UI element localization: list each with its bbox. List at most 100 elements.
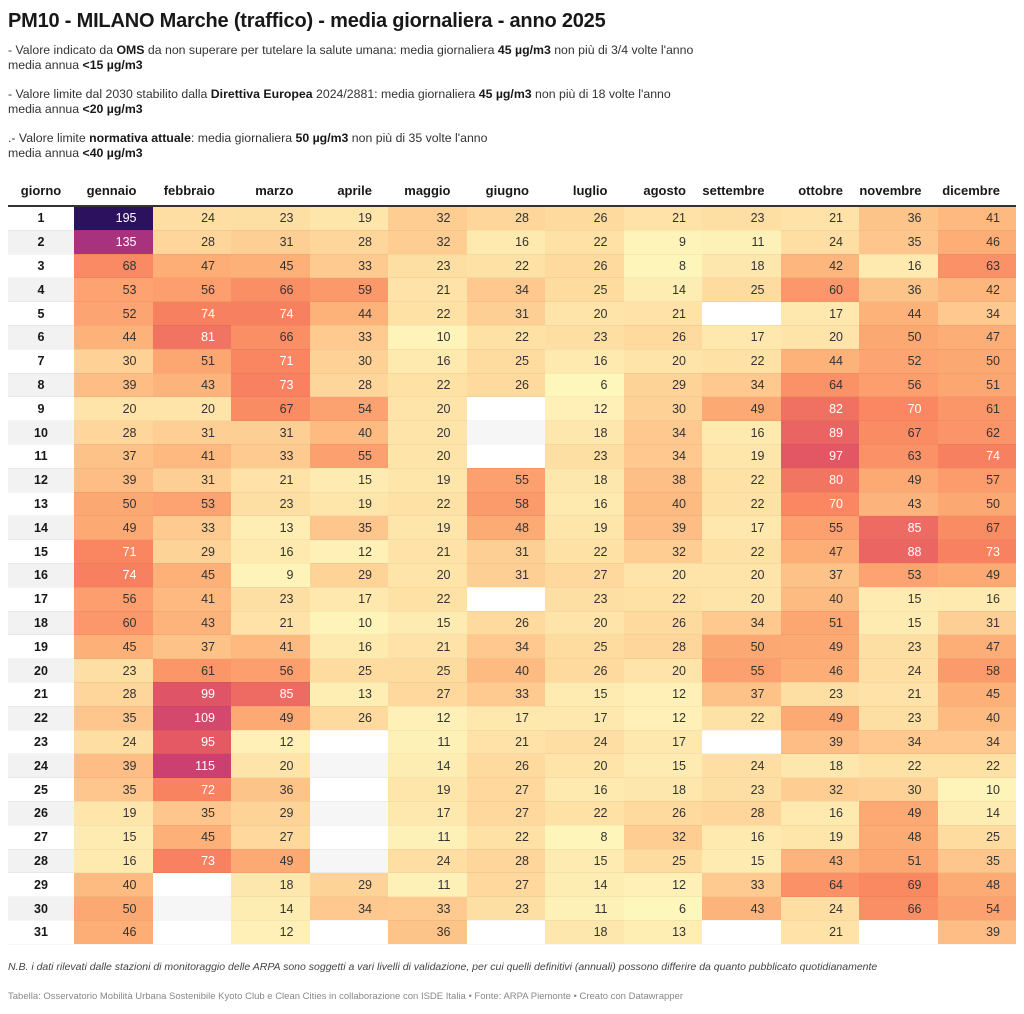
heatmap-cell: 33 [466, 682, 545, 707]
day-label: 11 [8, 444, 74, 469]
heatmap-cell: 12 [231, 920, 310, 945]
heatmap-cell: 20 [623, 349, 702, 374]
heatmap-cell: 21 [780, 206, 859, 231]
heatmap-cell [309, 777, 388, 802]
heatmap-cell: 12 [623, 706, 702, 731]
heatmap-cell: 46 [74, 920, 153, 945]
column-header-giorno[interactable]: giorno [8, 175, 74, 207]
heatmap-cell: 35 [937, 849, 1016, 874]
heatmap-cell: 49 [74, 515, 153, 541]
heatmap-cell [309, 801, 388, 826]
heatmap-cell: 47 [780, 539, 859, 564]
heatmap-cell: 22 [388, 373, 467, 398]
table-row: 9 20 20 67 54 20 12 30 49 82 70 61 [8, 396, 1016, 422]
table-row: 5 52 74 74 44 22 31 20 21 17 44 34 [8, 301, 1016, 326]
heatmap-cell: 20 [388, 563, 467, 588]
heatmap-cell: 40 [623, 492, 702, 517]
column-header-novembre[interactable]: novembre [859, 175, 938, 207]
heatmap-cell: 50 [702, 634, 781, 660]
column-header-maggio[interactable]: maggio [388, 175, 467, 207]
column-header-dicembre[interactable]: dicembre [937, 175, 1016, 207]
heatmap-cell: 43 [152, 373, 231, 398]
highlight-text: Direttiva Europea [210, 87, 313, 101]
heatmap-cell: 62 [937, 420, 1016, 445]
heatmap-cell: 15 [623, 753, 702, 779]
heatmap-cell: 14 [231, 896, 310, 921]
heatmap-cell: 63 [859, 444, 938, 469]
heatmap-cell: 16 [780, 801, 859, 826]
heatmap-cell: 42 [937, 277, 1016, 303]
heatmap-cell: 51 [859, 849, 938, 874]
heatmap-cell [466, 444, 545, 469]
heatmap-cell: 24 [388, 849, 467, 874]
day-label: 30 [8, 896, 74, 921]
heatmap-cell: 26 [623, 801, 702, 826]
heatmap-cell: 39 [623, 515, 702, 541]
heatmap-cell: 34 [623, 420, 702, 445]
column-header-febbraio[interactable]: febbraio [152, 175, 231, 207]
heatmap-cell: 13 [309, 682, 388, 707]
heatmap-cell: 34 [859, 730, 938, 755]
column-header-aprile[interactable]: aprile [309, 175, 388, 207]
heatmap-cell: 16 [702, 420, 781, 445]
table-row: 10 28 31 31 40 20 18 34 16 89 67 62 [8, 420, 1016, 445]
heatmap-cell: 47 [937, 634, 1016, 660]
table-row: 8 39 43 73 28 22 26 6 29 34 64 56 51 [8, 373, 1016, 398]
heatmap-cell [859, 920, 938, 945]
heatmap-cell [309, 753, 388, 779]
column-header-marzo[interactable]: marzo [231, 175, 310, 207]
heatmap-cell: 22 [702, 706, 781, 731]
table-body: 1 195 24 23 19 32 28 26 21 23 21 36 41 2 135 28 31 28 32 16… [8, 206, 1016, 945]
heatmap-cell: 21 [388, 539, 467, 564]
heatmap-cell [152, 896, 231, 921]
heatmap-cell: 21 [231, 611, 310, 636]
heatmap-cell: 16 [545, 492, 624, 517]
heatmap-cell: 25 [623, 849, 702, 874]
heatmap-cell: 52 [859, 349, 938, 374]
heatmap-cell: 63 [937, 254, 1016, 279]
heatmap-cell: 23 [231, 206, 310, 231]
heatmap-cell: 60 [780, 277, 859, 303]
heatmap-cell: 23 [466, 896, 545, 921]
heatmap-cell: 10 [309, 611, 388, 636]
heatmap-cell: 32 [780, 777, 859, 802]
column-header-luglio[interactable]: luglio [545, 175, 624, 207]
column-header-settembre[interactable]: settembre [702, 175, 781, 207]
heatmap-cell: 57 [937, 468, 1016, 493]
heatmap-cell: 22 [702, 349, 781, 374]
heatmap-cell: 26 [309, 706, 388, 731]
column-header-agosto[interactable]: agosto [623, 175, 702, 207]
heatmap-cell: 52 [74, 301, 153, 326]
heatmap-cell: 22 [702, 468, 781, 493]
column-header-giugno[interactable]: giugno [466, 175, 545, 207]
heatmap-cell: 23 [388, 254, 467, 279]
heatmap-cell: 51 [152, 349, 231, 374]
heatmap-cell: 23 [702, 777, 781, 802]
column-header-gennaio[interactable]: gennaio [74, 175, 153, 207]
heatmap-cell: 15 [859, 587, 938, 612]
heatmap-cell: 22 [545, 539, 624, 564]
description-text: non più di 3/4 volte l'anno [550, 43, 694, 57]
heatmap-cell: 16 [309, 634, 388, 660]
heatmap-cell: 56 [859, 373, 938, 398]
day-label: 14 [8, 515, 74, 541]
heatmap-cell: 48 [937, 872, 1016, 898]
heatmap-cell: 56 [231, 658, 310, 683]
heatmap-cell: 21 [859, 682, 938, 707]
heatmap-cell: 71 [231, 349, 310, 374]
day-label: 4 [8, 277, 74, 303]
heatmap-cell: 16 [74, 849, 153, 874]
heatmap-cell: 44 [780, 349, 859, 374]
heatmap-cell: 19 [309, 206, 388, 231]
heatmap-cell: 49 [231, 849, 310, 874]
highlight-text: 45 µg/m3 [478, 87, 532, 101]
column-header-ottobre[interactable]: ottobre [780, 175, 859, 207]
heatmap-cell: 36 [859, 277, 938, 303]
heatmap-cell [309, 920, 388, 945]
heatmap-cell: 28 [623, 634, 702, 660]
heatmap-cell: 37 [702, 682, 781, 707]
heatmap-cell: 14 [545, 872, 624, 898]
heatmap-cell: 26 [466, 611, 545, 636]
heatmap-cell: 73 [231, 373, 310, 398]
